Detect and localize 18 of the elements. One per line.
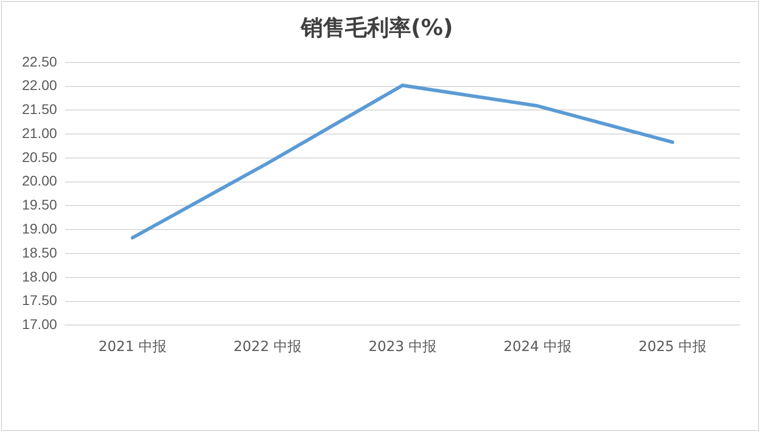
- y-tick-label: 22.00: [22, 77, 58, 94]
- y-tick-label: 21.00: [22, 124, 58, 141]
- y-tick-label: 19.00: [22, 220, 58, 236]
- y-tick-label: 22.50: [22, 53, 58, 70]
- y-tick-label: 21.50: [22, 101, 58, 118]
- y-tick-label: 18.00: [22, 268, 58, 284]
- y-tick-label: 17.00: [22, 316, 58, 332]
- x-tick-label: 2025 中报: [638, 339, 707, 356]
- chart-title: 销售毛利率(%): [300, 14, 454, 41]
- x-tick-label: 2021 中报: [98, 339, 167, 356]
- y-tick-label: 17.50: [22, 292, 58, 308]
- x-tick-label: 2023 中报: [368, 339, 437, 356]
- y-tick-label: 20.00: [22, 172, 58, 189]
- y-tick-label: 20.50: [22, 148, 58, 165]
- x-tick-label: 2024 中报: [503, 339, 572, 356]
- y-tick-label: 19.50: [22, 196, 58, 213]
- x-tick-label: 2022 中报: [233, 339, 302, 356]
- y-tick-label: 18.50: [22, 244, 58, 260]
